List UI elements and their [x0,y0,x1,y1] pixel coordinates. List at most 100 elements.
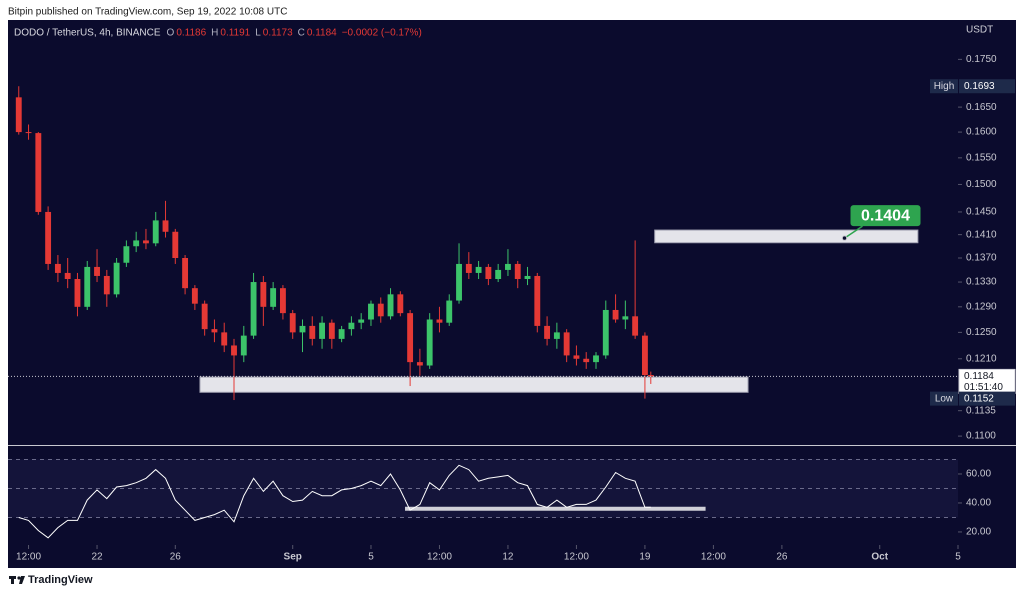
candle-body [191,288,198,304]
price-zone [654,229,919,244]
candle-body [465,263,472,273]
x-tick-label: 12:00 [564,552,589,563]
candle-body [416,362,423,366]
candle-body [64,272,71,279]
y-tick-label: 0.1500 [966,179,997,190]
ohlc-label: L [255,28,261,39]
candle-body [133,240,140,247]
y-tick-label: 0.1135 [966,405,996,416]
rsi-line [18,464,651,539]
y-tick-label: 40.00 [966,498,991,509]
x-tick-label: 22 [91,552,103,563]
x-tick-label: 19 [639,552,651,563]
candle-body [123,246,130,263]
marker-value: 0.1152 [964,393,994,404]
ohlc-value: 0.1184 [307,28,337,39]
marker-badge [959,391,1015,406]
price-zone [199,376,749,393]
candle-body [162,220,169,232]
candle-body [456,263,462,301]
candle-body [338,329,345,339]
candle-body [143,240,149,244]
candle-body [250,282,257,336]
candle-body [211,329,218,333]
candle-body [15,97,22,133]
candle-body [113,262,120,295]
ohlc-value: 0.1173 [263,28,293,39]
candle-body [485,266,492,279]
callout-badge [850,205,921,227]
callout-point [841,235,848,241]
price-change: −0.0002 (−0.17%) [342,28,422,39]
y-tick-label: 0.1370 [966,253,997,264]
x-tick-label: Sep [284,552,302,563]
candle-body [74,278,81,307]
candle-body [475,266,482,273]
candle-body [387,294,394,317]
marker-value: 0.1693 [964,81,995,92]
candle-body [593,355,599,363]
x-tick-label: 12 [502,552,514,563]
candle-body [240,335,247,356]
candle-body [260,282,267,307]
candle-body [309,325,316,339]
x-tick-label: 26 [170,552,182,563]
candle-body [446,300,453,323]
marker-tag [930,391,958,406]
publisher: Bitpin published on TradingView.com, Sep… [8,7,287,18]
candle-body [573,355,580,359]
candle-body [602,309,609,356]
candle-body [84,266,91,307]
y-tick-label: 20.00 [966,527,991,538]
callout-label: 0.1404 [861,207,910,224]
candle-body [152,220,159,244]
candle-body [377,303,384,317]
y-tick-label: 0.1550 [966,152,997,163]
candle-body [641,335,648,376]
candle-body [35,133,42,212]
x-tick-label: Oct [871,552,888,563]
y-tick-label: 0.1210 [966,353,997,364]
candle-body [289,313,296,333]
candle-body [348,322,355,330]
candle-body [172,231,179,258]
y-tick-label: 0.1330 [966,277,997,288]
x-tick-label: 12:00 [16,552,41,563]
candle-body [45,211,52,264]
candle-body [647,375,654,377]
y-tick-label: 0.1250 [966,327,997,338]
countdown: 01:51:40 [964,382,1003,393]
candle-body [397,294,404,314]
ohlc-value: 0.1191 [220,28,250,39]
marker-tag [930,79,958,94]
x-tick-label: 5 [368,552,374,563]
candle-body [524,275,531,279]
ohlc-value: 0.1186 [176,28,206,39]
candle-body [328,322,335,339]
ohlc-label: H [211,28,218,39]
axis-title: USDT [966,25,993,36]
symbol-title: DODO / TetherUS, 4h, BINANCE [14,28,161,39]
y-tick-label: 0.1750 [966,54,997,65]
candle-body [182,257,189,289]
x-tick-label: 12:00 [701,552,726,563]
candle-body [279,288,286,314]
x-tick-label: 26 [776,552,788,563]
candle-body [544,325,551,339]
candle-body [299,325,306,333]
last-price-value: 0.1184 [964,371,994,382]
candle-body [25,132,32,134]
y-tick-label: 0.1650 [966,102,997,113]
candle-body [436,319,443,323]
candle-body [94,266,100,276]
y-tick-label: 0.1290 [966,301,997,312]
candle-body [231,345,237,356]
candle-body [622,316,629,320]
ohlc-label: O [167,28,175,39]
x-tick-label: 12:00 [427,552,452,563]
x-tick-label: 5 [955,552,961,563]
candle-body [103,275,110,295]
candle-body [358,319,365,323]
callout-leader [844,225,863,239]
